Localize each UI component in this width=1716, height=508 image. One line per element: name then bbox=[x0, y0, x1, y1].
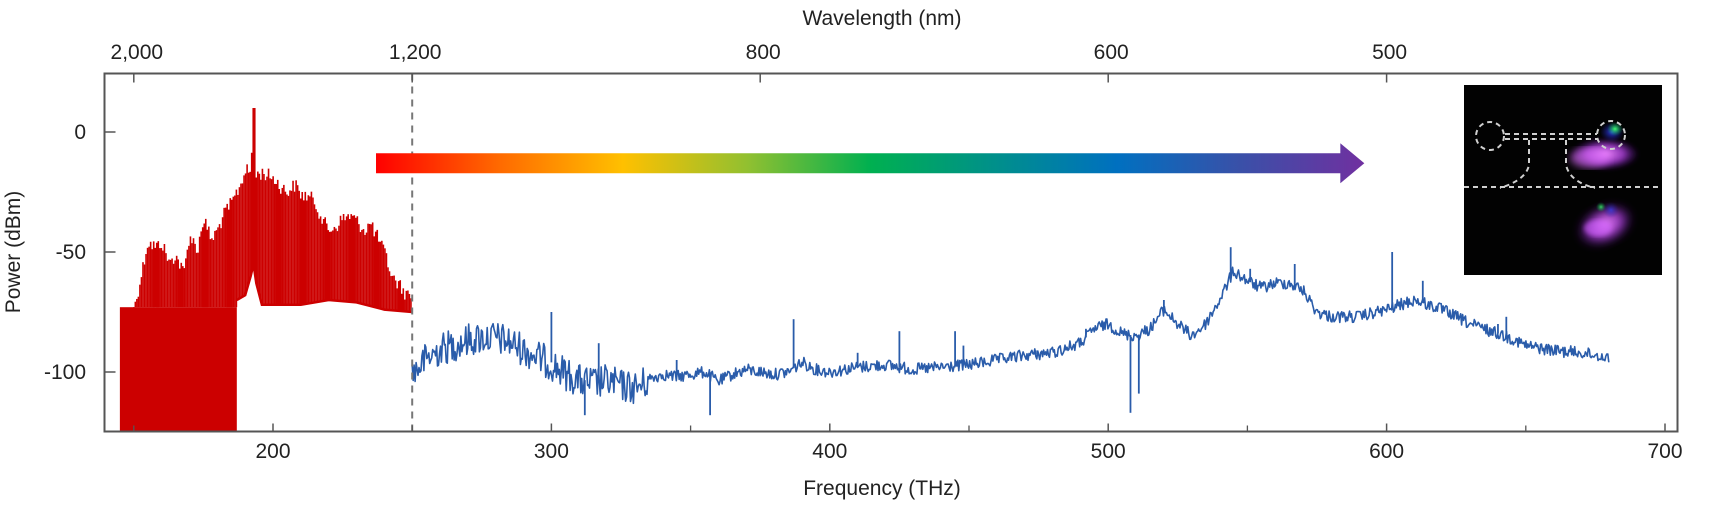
y-axis-ticks: 0 -50 -100 bbox=[44, 121, 116, 384]
y-axis-title: Power (dBm) bbox=[2, 191, 25, 314]
pump-comb-lines bbox=[133, 108, 412, 315]
y-tick-label: -50 bbox=[56, 241, 86, 264]
broadband-spikes bbox=[550, 247, 1508, 416]
y-tick-label: -100 bbox=[44, 361, 86, 384]
visible-broadband-trace bbox=[411, 266, 1610, 405]
x2-tick-label: 800 bbox=[746, 41, 781, 64]
x2-tick-label: 600 bbox=[1094, 41, 1129, 64]
x-axis-title: Frequency (THz) bbox=[803, 477, 961, 500]
pump-floor-curve bbox=[236, 263, 413, 314]
traces bbox=[119, 108, 1610, 431]
x2-tick-label: 500 bbox=[1372, 41, 1407, 64]
x-tick-label: 600 bbox=[1369, 440, 1404, 463]
x-tick-label: 400 bbox=[812, 440, 847, 463]
x2-tick-label: 2,000 bbox=[111, 41, 164, 64]
x-axis-ticks: 200 300 400 500 600 700 bbox=[133, 423, 1683, 463]
frequency-conversion-arrow bbox=[376, 143, 1365, 184]
pump-floor-block bbox=[119, 307, 237, 431]
x-tick-label: 200 bbox=[255, 440, 290, 463]
x-tick-label: 300 bbox=[534, 440, 569, 463]
rainbow-arrow-shape bbox=[376, 143, 1365, 184]
x-tick-label: 500 bbox=[1091, 440, 1126, 463]
x2-axis-ticks: 2,000 1,200 800 600 500 bbox=[111, 41, 1407, 83]
x-tick-label: 700 bbox=[1647, 440, 1682, 463]
inset-microscope-image bbox=[1464, 85, 1662, 275]
x2-tick-label: 1,200 bbox=[389, 41, 442, 64]
y-tick-label: 0 bbox=[74, 121, 86, 144]
x2-axis-title: Wavelength (nm) bbox=[802, 7, 961, 30]
